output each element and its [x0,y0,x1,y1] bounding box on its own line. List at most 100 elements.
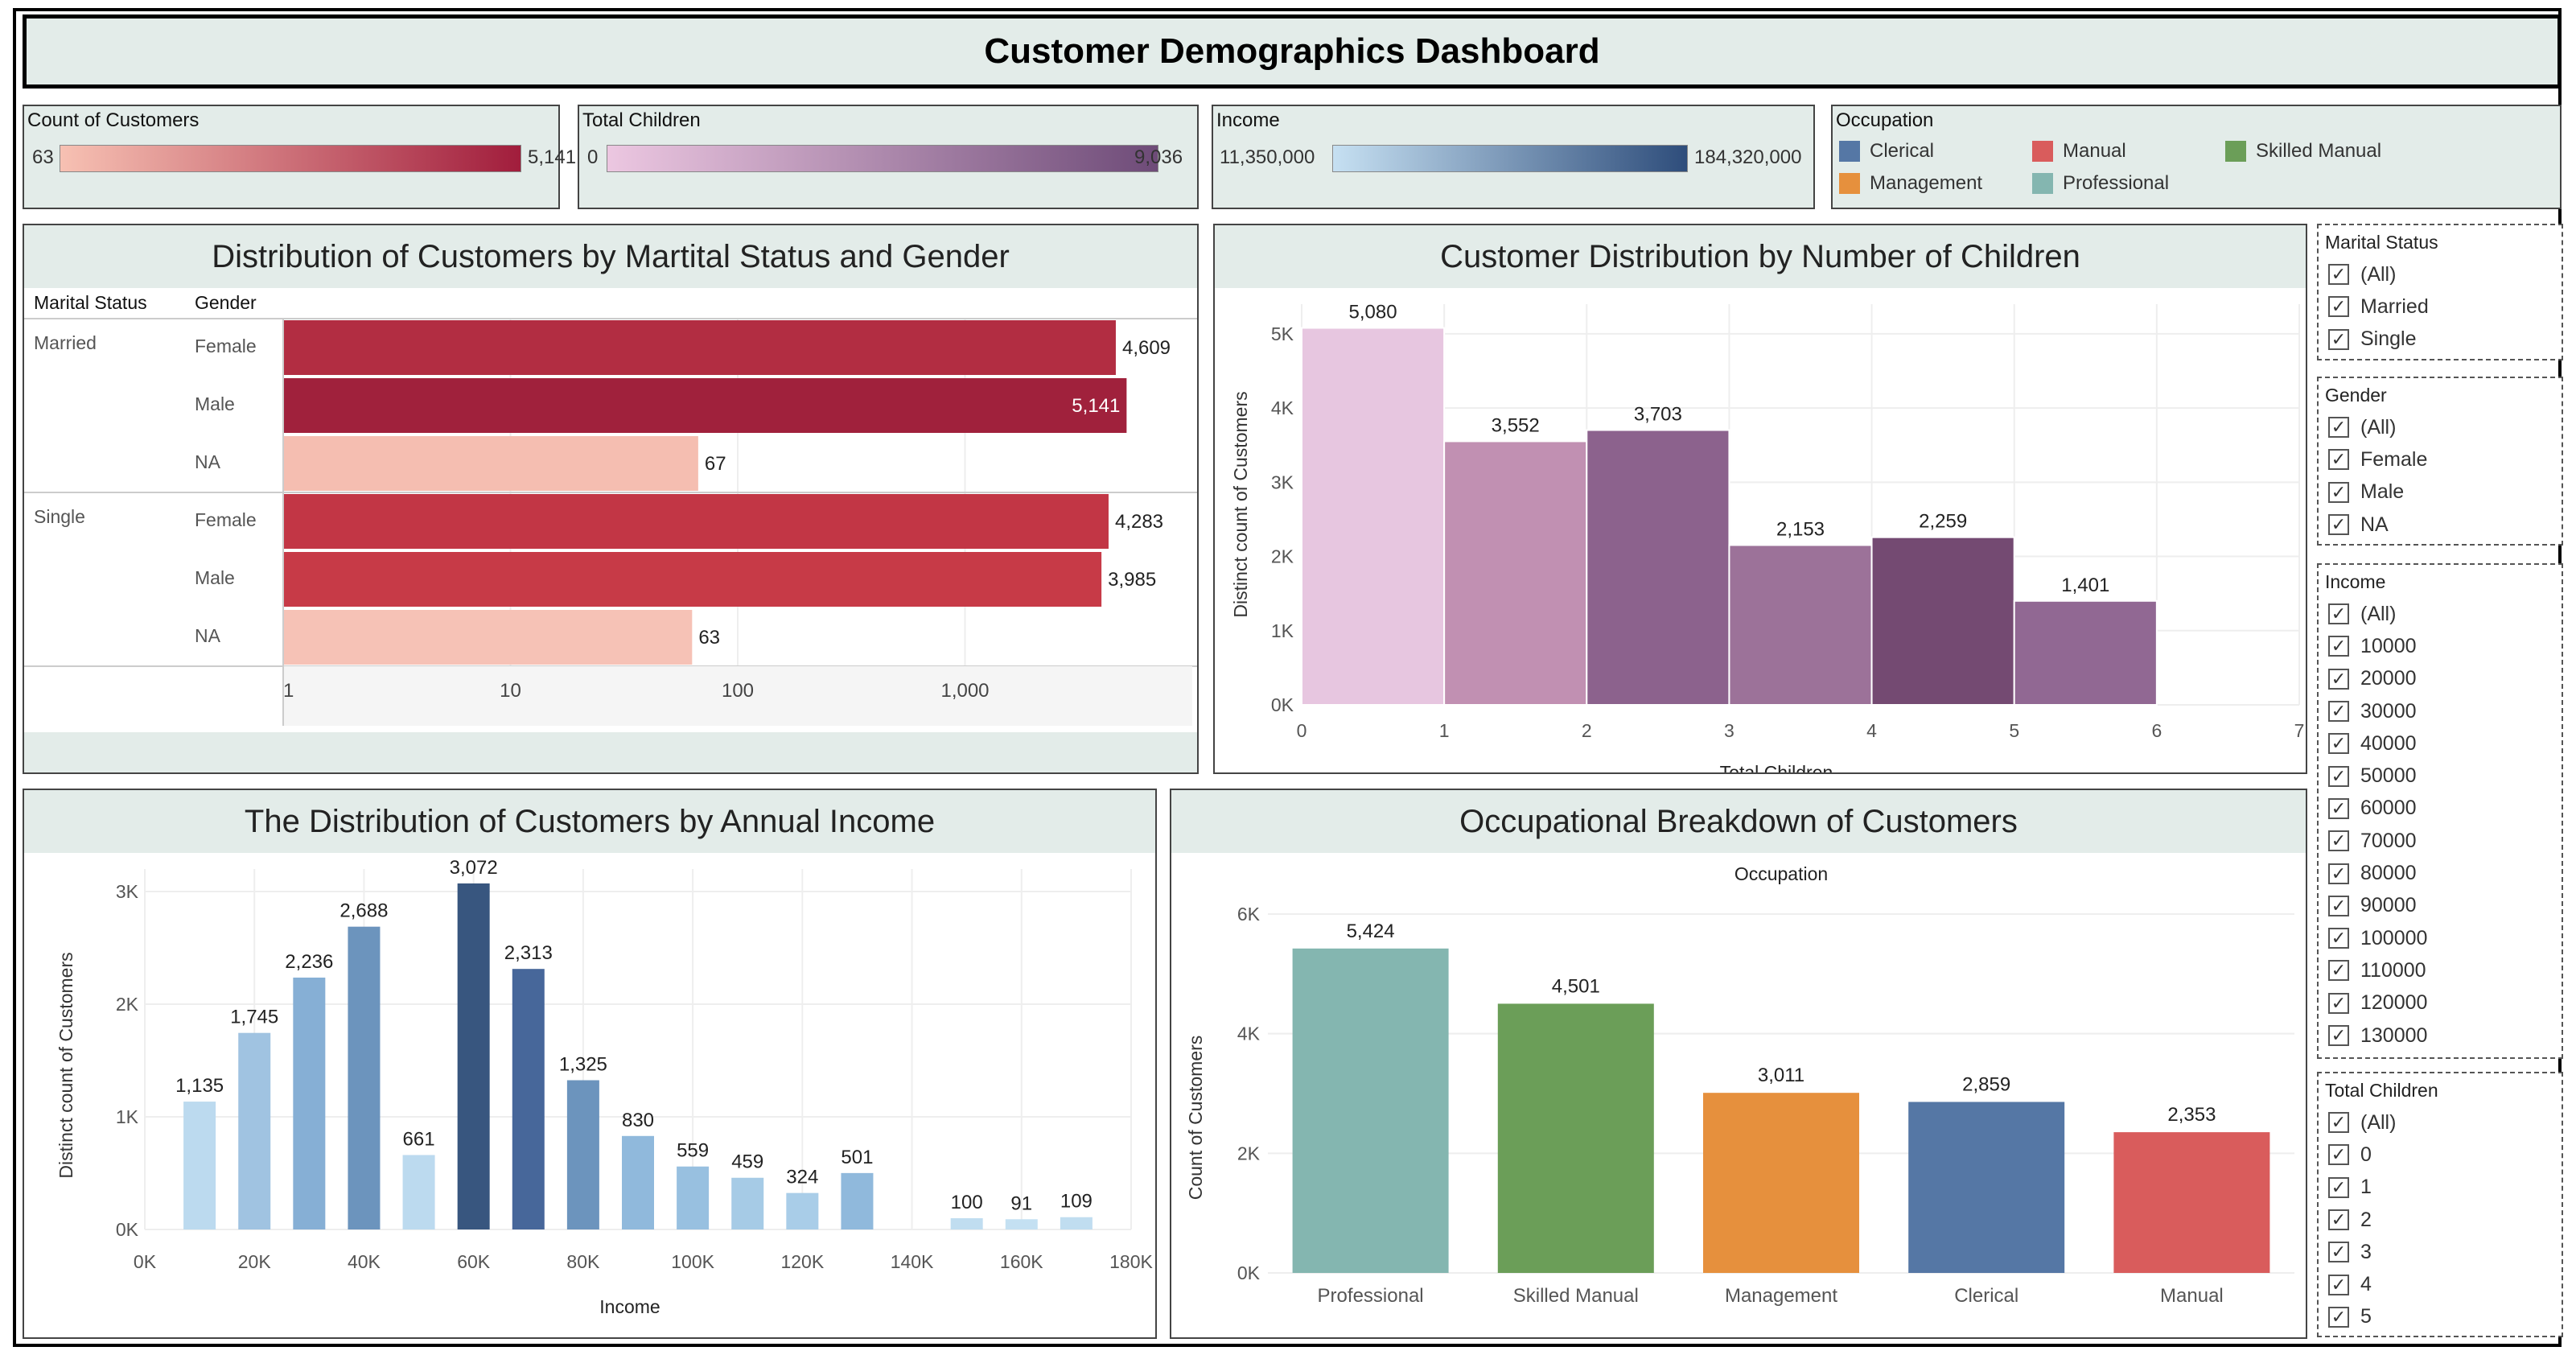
filter-option-label: (All) [2360,1110,2397,1134]
filter-option[interactable]: ✓ (All) [2319,1106,2562,1139]
checkbox-checked-icon[interactable]: ✓ [2328,928,2349,949]
filter-option[interactable]: ✓ 5 [2319,1301,2562,1333]
checkbox-checked-icon[interactable]: ✓ [2328,328,2349,350]
filter-option[interactable]: ✓ 1 [2319,1172,2562,1204]
checkbox-checked-icon[interactable]: ✓ [2328,960,2349,982]
checkbox-checked-icon[interactable]: ✓ [2328,1112,2349,1134]
checkbox-checked-icon[interactable]: ✓ [2328,668,2349,690]
y-axis-title: Distinct count of Customers [1230,391,1251,617]
filter-option[interactable]: ✓ 4 [2319,1268,2562,1300]
y-tick-label: 3K [116,881,139,902]
checkbox-checked-icon[interactable]: ✓ [2328,1176,2349,1198]
filter-option[interactable]: ✓ Single [2319,323,2562,356]
checkbox-checked-icon[interactable]: ✓ [2328,1209,2349,1231]
checkbox-checked-icon[interactable]: ✓ [2328,1274,2349,1295]
checkbox-checked-icon[interactable]: ✓ [2328,603,2349,625]
legend-max: 184,320,000 [1694,146,1802,168]
checkbox-checked-icon[interactable]: ✓ [2328,417,2349,439]
filter-option[interactable]: ✓ 40000 [2319,727,2562,760]
checkbox-checked-icon[interactable]: ✓ [2328,733,2349,755]
checkbox-checked-icon[interactable]: ✓ [2328,636,2349,657]
filter-option[interactable]: ✓ 20000 [2319,663,2562,695]
filter-option[interactable]: ✓ (All) [2319,598,2562,630]
legend-max: 5,141 [528,146,577,168]
filter-option[interactable]: ✓ 60000 [2319,793,2562,825]
legend-item-skilled-manual: Skilled Manual [2225,140,2381,163]
filter-option[interactable]: ✓ 130000 [2319,1019,2562,1052]
data-label: 501 [841,1147,873,1168]
filter-option[interactable]: ✓ 100000 [2319,922,2562,954]
filter-option-label: 130000 [2360,1023,2428,1047]
filter-option[interactable]: ✓ 30000 [2319,695,2562,727]
checkbox-checked-icon[interactable]: ✓ [2328,264,2349,286]
checkbox-checked-icon[interactable]: ✓ [2328,296,2349,318]
filter-title: Gender [2325,385,2387,406]
y-tick-label: 0K [1271,694,1294,715]
filter-option[interactable]: ✓ 70000 [2319,825,2562,857]
checkbox-checked-icon[interactable]: ✓ [2328,701,2349,723]
filter-option[interactable]: ✓ Male [2319,476,2562,509]
y-tick-label: 4K [1271,397,1294,418]
checkbox-checked-icon[interactable]: ✓ [2328,797,2349,819]
filter-option[interactable]: ✓ 10000 [2319,630,2562,662]
data-label: 67 [705,453,726,475]
checkbox-checked-icon[interactable]: ✓ [2328,1144,2349,1166]
filter-option-label: Married [2360,294,2429,318]
data-label: 2,353 [2167,1104,2216,1126]
marital-gender-chart: Marital Status Gender Married Female 4,609 Ma… [24,292,1197,726]
checkbox-checked-icon[interactable]: ✓ [2328,1025,2349,1046]
x-tick-label: Professional [1318,1285,1424,1307]
checkbox-checked-icon[interactable]: ✓ [2328,1242,2349,1263]
filter-option[interactable]: ✓ 3 [2319,1236,2562,1268]
data-label: 3,703 [1634,404,1682,426]
checkbox-checked-icon[interactable]: ✓ [2328,481,2349,503]
filter-title: Marital Status [2325,232,2438,253]
checkbox-checked-icon[interactable]: ✓ [2328,992,2349,1014]
checkbox-checked-icon[interactable]: ✓ [2328,830,2349,852]
checkbox-checked-icon[interactable]: ✓ [2328,1306,2349,1328]
filter-option[interactable]: ✓ 50000 [2319,760,2562,792]
filter-option[interactable]: ✓ 110000 [2319,954,2562,986]
bar [677,1166,710,1229]
y-tick-label: 2K [116,994,139,1015]
filter-option[interactable]: ✓ NA [2319,509,2562,541]
filter-option-label: 1 [2360,1176,2372,1199]
y-tick-label: 0K [1237,1262,1261,1283]
filter-items: ✓ (All) ✓ Married ✓ Single [2319,258,2562,356]
filter-option-label: 3 [2360,1240,2372,1263]
filter-option[interactable]: ✓ Married [2319,290,2562,323]
data-label: 4,609 [1122,337,1171,359]
y-tick-label: 4K [1237,1023,1261,1044]
filter-option[interactable]: ✓ (All) [2319,411,2562,443]
legend-label: Clerical [1870,140,1935,162]
filter-option[interactable]: ✓ 2 [2319,1204,2562,1236]
bar [293,977,326,1229]
x-axis-title: Income [599,1296,660,1317]
checkbox-checked-icon[interactable]: ✓ [2328,449,2349,471]
filter-option[interactable]: ✓ 120000 [2319,987,2562,1019]
data-label: 100 [951,1192,983,1213]
data-label: 459 [731,1151,763,1173]
bar [2113,1132,2270,1273]
axis-tick-label: 100 [722,680,754,702]
bar [1005,1219,1038,1229]
checkbox-checked-icon[interactable]: ✓ [2328,514,2349,536]
legend-total-children: Total Children 0 9,036 [578,105,1199,209]
legend-item-clerical: Clerical [1839,140,1934,163]
filter-option[interactable]: ✓ 80000 [2319,857,2562,889]
dashboard-title: Customer Demographics Dashboard [23,14,2562,89]
checkbox-checked-icon[interactable]: ✓ [2328,765,2349,787]
checkbox-checked-icon[interactable]: ✓ [2328,863,2349,884]
data-label: 4,283 [1115,511,1163,533]
bar [731,1177,764,1229]
filter-option[interactable]: ✓ (All) [2319,258,2562,290]
gender-label: NA [195,625,221,646]
filter-items: ✓ (All) ✓ 10000 ✓ 20000 ✓ 30000 ✓ 40000 ✓ 50000 ✓ 600… [2319,598,2562,1052]
legend-title: Count of Customers [27,109,200,131]
bar [1443,440,1588,706]
filter-option-label: 120000 [2360,991,2428,1015]
filter-option[interactable]: ✓ 90000 [2319,890,2562,922]
filter-option[interactable]: ✓ Female [2319,443,2562,476]
checkbox-checked-icon[interactable]: ✓ [2328,895,2349,916]
filter-option[interactable]: ✓ 0 [2319,1139,2562,1171]
